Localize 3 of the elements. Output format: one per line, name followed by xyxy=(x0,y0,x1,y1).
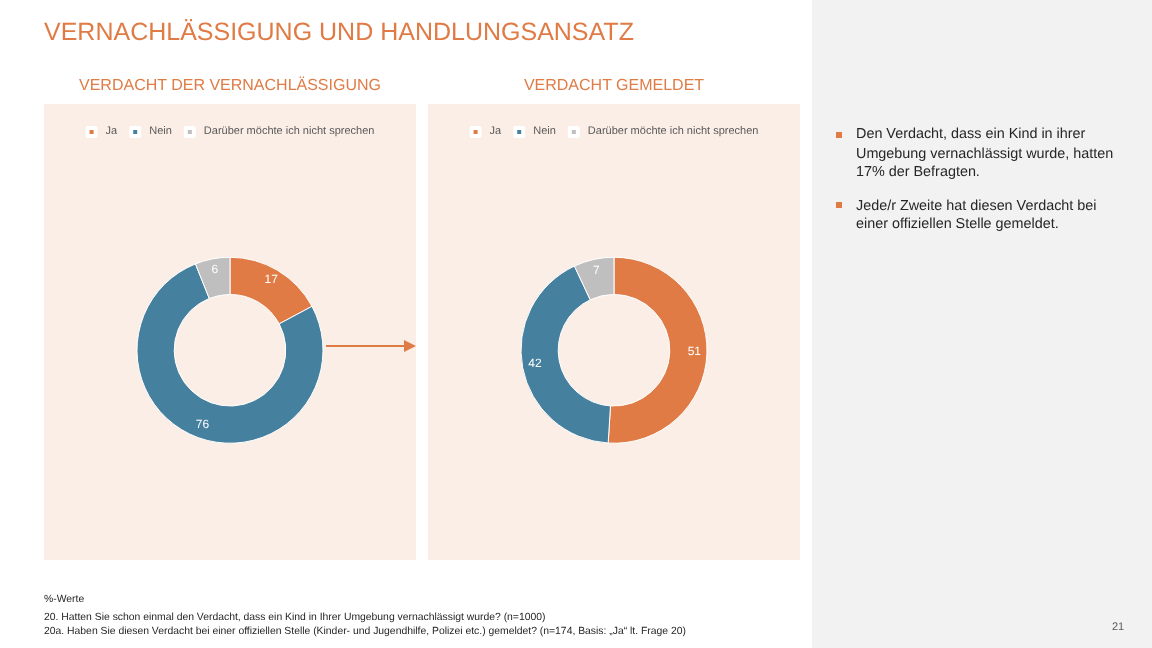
text: VERNACHLÄSSIGUNG UND HANDLUNGSANSATZ xyxy=(44,18,634,46)
chart-title: VERDACHT GEMELDET xyxy=(521,76,707,98)
chart-title: VERDACHT DER VERNACHLÄSSIGUNG xyxy=(77,76,383,98)
